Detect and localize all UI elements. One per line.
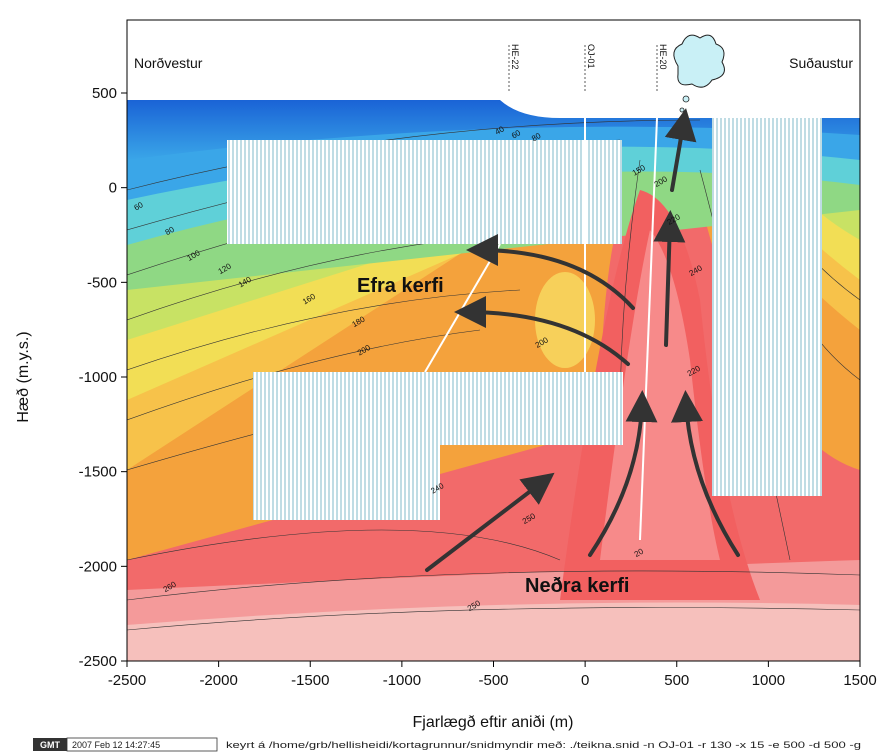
x-tick-label: 1500 bbox=[843, 672, 876, 689]
x-axis-title: Fjarlægð eftir aniði (m) bbox=[413, 714, 574, 731]
gmt-logo-box bbox=[33, 738, 67, 751]
y-tick-label: -2000 bbox=[79, 558, 117, 575]
y-tick-label: 0 bbox=[109, 180, 117, 197]
x-tick-label: 500 bbox=[664, 672, 689, 689]
arrow-surface bbox=[664, 108, 697, 192]
y-axis-ticks: 500 0 -500 -1000 -1500 -2000 -2500 bbox=[79, 85, 127, 670]
arrow-upper-2 bbox=[454, 296, 630, 366]
flow-arrows bbox=[425, 108, 740, 572]
gmt-logo: GMT bbox=[40, 740, 60, 750]
y-tick-label: 500 bbox=[92, 85, 117, 102]
x-tick-label: 0 bbox=[581, 672, 589, 689]
well-label: OJ-01 bbox=[586, 44, 596, 69]
well-trace-he20 bbox=[639, 117, 658, 541]
arrow-lower-2 bbox=[588, 390, 658, 557]
footer-command: keyrt á /home/grb/hellisheidi/kortagrunn… bbox=[226, 740, 861, 750]
y-axis-title: Hæð (m.y.s.) bbox=[15, 331, 32, 422]
y-tick-label: -500 bbox=[87, 274, 117, 291]
x-tick-label: -500 bbox=[478, 672, 508, 689]
footer-timestamp: 2007 Feb 12 14:27:45 bbox=[72, 740, 160, 750]
y-tick-label: -1000 bbox=[79, 369, 117, 386]
timestamp-box bbox=[66, 737, 218, 752]
x-tick-label: -1000 bbox=[383, 672, 421, 689]
nodata-block-middle bbox=[253, 372, 623, 445]
label-lower-system: Neðra kerfi bbox=[525, 575, 630, 597]
arrow-lower-1 bbox=[425, 472, 555, 572]
no-data-blocks bbox=[227, 118, 822, 520]
footer: GMT 2007 Feb 12 14:27:45 keyrt á /home/g… bbox=[33, 737, 861, 752]
steam-cloud bbox=[673, 34, 725, 113]
x-tick-label: -1500 bbox=[291, 672, 329, 689]
arrow-lower-3 bbox=[671, 390, 740, 557]
well-label: HE-22 bbox=[510, 44, 520, 70]
x-tick-label: 1000 bbox=[752, 672, 785, 689]
label-southeast: Suðaustur bbox=[789, 55, 853, 71]
nodata-block-upper bbox=[227, 140, 622, 244]
arrow-upflow bbox=[653, 210, 686, 347]
x-axis-ticks: -2500 -2000 -1500 -1000 -500 0 500 1000 1500 bbox=[108, 661, 877, 689]
nodata-block-right bbox=[712, 118, 822, 496]
x-tick-label: -2500 bbox=[108, 672, 146, 689]
nodata-block-lower bbox=[253, 445, 440, 520]
y-tick-label: -2500 bbox=[79, 653, 117, 670]
label-northwest: Norðvestur bbox=[134, 55, 203, 71]
x-tick-label: -2000 bbox=[199, 672, 237, 689]
arrow-upper-1 bbox=[466, 234, 635, 310]
well-name-labels: HE-22 OJ-01 HE-20 bbox=[510, 44, 668, 70]
label-upper-system: Efra kerfi bbox=[357, 275, 444, 297]
well-label: HE-20 bbox=[658, 44, 668, 70]
y-tick-label: -1500 bbox=[79, 464, 117, 481]
